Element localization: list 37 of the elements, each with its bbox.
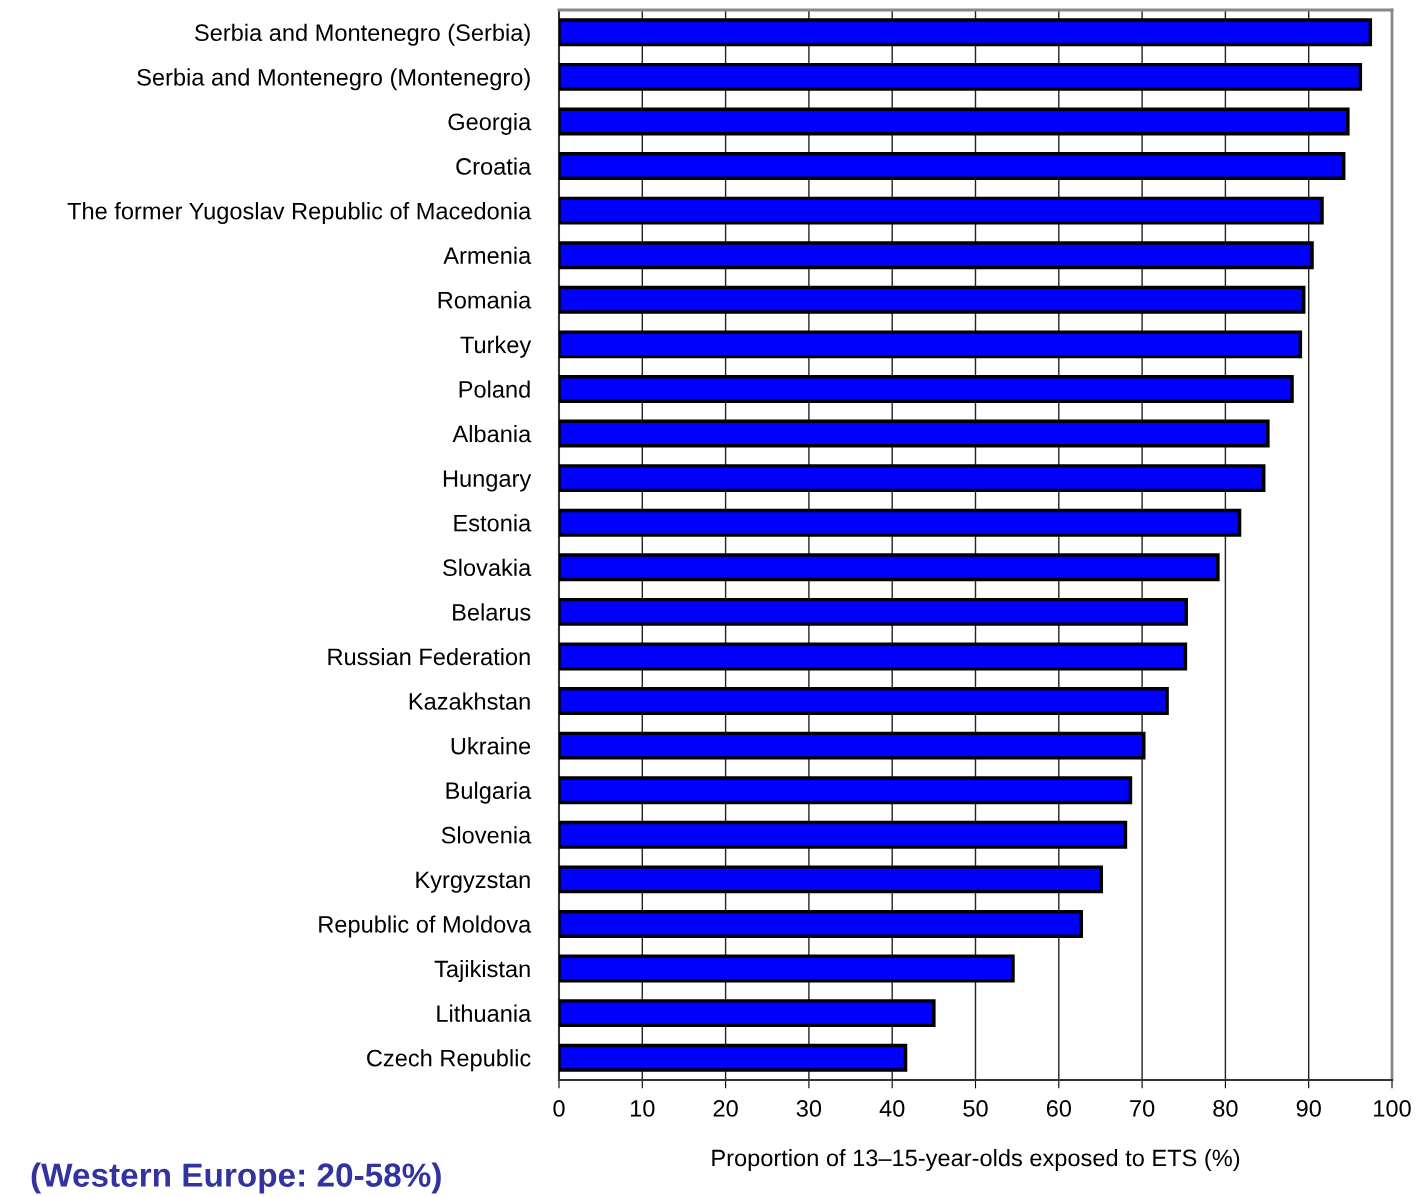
y-tick-label: The former Yugoslav Republic of Macedonia (67, 202, 532, 225)
x-tick-label: 100 (1374, 1100, 1411, 1117)
x-tick-label: 0 (553, 1100, 565, 1117)
x-tick-label: 30 (796, 1100, 822, 1117)
y-tick-label: Armenia (443, 246, 532, 264)
x-tick-label: 40 (879, 1100, 905, 1117)
y-tick-label: Georgia (448, 112, 532, 135)
x-tick-label: 20 (713, 1100, 738, 1117)
x-tick-label: 60 (1046, 1100, 1072, 1117)
y-tick-label: Bulgaria (446, 781, 532, 804)
x-tick-label: 80 (1213, 1100, 1238, 1117)
y-tick-label: Russian Federation (328, 647, 530, 666)
text: (Western Europe: 20-58%) (31, 1162, 441, 1194)
y-tick-label: Romania (438, 291, 532, 309)
y-tick-label: Turkey (460, 335, 532, 358)
y-tick-label: Estonia (454, 514, 532, 532)
y-tick-label: Serbia and Montenegro (Serbia) (195, 23, 530, 46)
y-tick-label: Poland (459, 380, 530, 398)
x-axis-title: Proportion of 13–15-year-olds exposed to ETS (%) (712, 1148, 1240, 1172)
y-tick-label: Belarus (453, 603, 531, 621)
y-tick-label: Croatia (456, 157, 532, 175)
y-tick-label: Hungary (443, 470, 532, 492)
y-tick-label: Lithuania (437, 1004, 532, 1022)
y-tick-label: Albania (452, 424, 532, 443)
y-tick-label: Serbia and Montenegro (Montenegro) (137, 68, 530, 91)
x-tick-label: 10 (630, 1100, 655, 1117)
y-tick-label: Czech Republic (367, 1049, 531, 1072)
x-tick-label: 70 (1130, 1100, 1155, 1117)
y-tick-label: Republic of Moldova (319, 915, 532, 938)
x-tick-label: 50 (963, 1100, 988, 1117)
y-tick-label: Kyrgyzstan (416, 871, 530, 893)
y-tick-label: Slovakia (443, 558, 532, 577)
y-tick-label: Tajikistan (434, 959, 530, 982)
y-tick-label: Kazakhstan (409, 692, 530, 710)
x-tick-label: 90 (1296, 1100, 1321, 1117)
y-tick-label: Ukraine (451, 737, 531, 755)
y-tick-label: Slovenia (441, 826, 532, 844)
